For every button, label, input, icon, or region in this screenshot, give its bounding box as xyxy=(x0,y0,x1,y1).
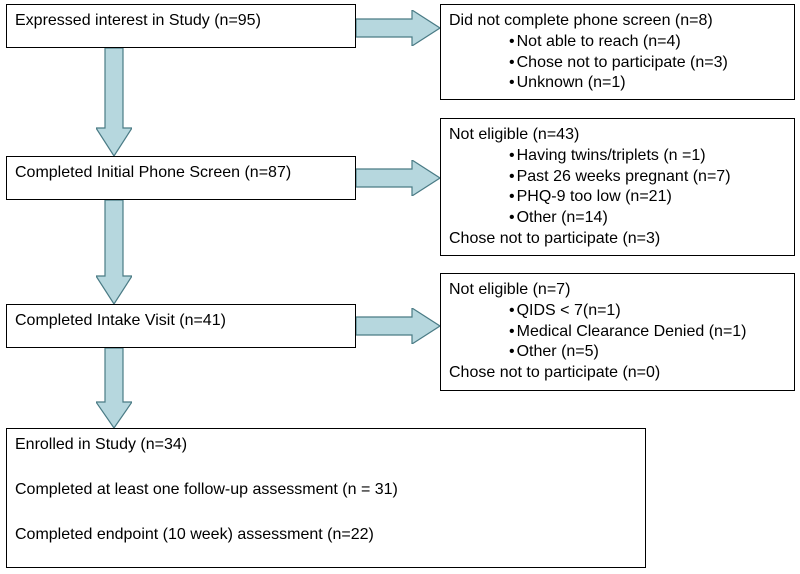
enrolled-line: Completed endpoint (10 week) assessment … xyxy=(15,525,637,546)
stage1-right-title: Did not complete phone screen (n=8) xyxy=(449,11,786,32)
arrow-right-icon xyxy=(356,308,440,344)
bullet: Past 26 weeks pregnant (n=7) xyxy=(509,167,786,188)
stage2-right-footer: Chose not to participate (n=3) xyxy=(449,229,786,250)
stage1-right-box: Did not complete phone screen (n=8) Not … xyxy=(440,4,795,100)
bullet: Unknown (n=1) xyxy=(509,73,786,94)
stage1-left-box: Expressed interest in Study (n=95) xyxy=(6,4,356,48)
arrow-down-icon xyxy=(96,48,132,156)
arrow-right-icon xyxy=(356,160,440,196)
stage3-right-title: Not eligible (n=7) xyxy=(449,280,786,301)
arrow-down-icon xyxy=(96,200,132,304)
bullet: Chose not to participate (n=3) xyxy=(509,53,786,74)
stage2-left-box: Completed Initial Phone Screen (n=87) xyxy=(6,156,356,200)
stage3-right-bullets: QIDS < 7(n=1) Medical Clearance Denied (… xyxy=(449,301,786,363)
stage1-right-bullets: Not able to reach (n=4) Chose not to par… xyxy=(449,32,786,94)
stage3-left-box: Completed Intake Visit (n=41) xyxy=(6,304,356,348)
stage1-left-title: Expressed interest in Study (n=95) xyxy=(15,11,347,32)
stage2-right-title: Not eligible (n=43) xyxy=(449,125,786,146)
stage3-right-box: Not eligible (n=7) QIDS < 7(n=1) Medical… xyxy=(440,273,795,391)
bullet: Having twins/triplets (n =1) xyxy=(509,146,786,167)
enrolled-line: Enrolled in Study (n=34) xyxy=(15,435,637,456)
enrolled-box: Enrolled in Study (n=34) Completed at le… xyxy=(6,428,646,568)
arrow-down-icon xyxy=(96,348,132,428)
stage2-right-bullets: Having twins/triplets (n =1) Past 26 wee… xyxy=(449,146,786,229)
stage3-left-title: Completed Intake Visit (n=41) xyxy=(15,311,347,332)
stage2-left-title: Completed Initial Phone Screen (n=87) xyxy=(15,163,347,184)
bullet: Not able to reach (n=4) xyxy=(509,32,786,53)
arrow-right-icon xyxy=(356,10,440,46)
stage3-right-footer: Chose not to participate (n=0) xyxy=(449,363,786,384)
bullet: PHQ-9 too low (n=21) xyxy=(509,187,786,208)
enrolled-line: Completed at least one follow-up assessm… xyxy=(15,480,637,501)
bullet: QIDS < 7(n=1) xyxy=(509,301,786,322)
bullet: Other (n=5) xyxy=(509,342,786,363)
stage2-right-box: Not eligible (n=43) Having twins/triplet… xyxy=(440,118,795,256)
bullet: Medical Clearance Denied (n=1) xyxy=(509,322,786,343)
bullet: Other (n=14) xyxy=(509,208,786,229)
